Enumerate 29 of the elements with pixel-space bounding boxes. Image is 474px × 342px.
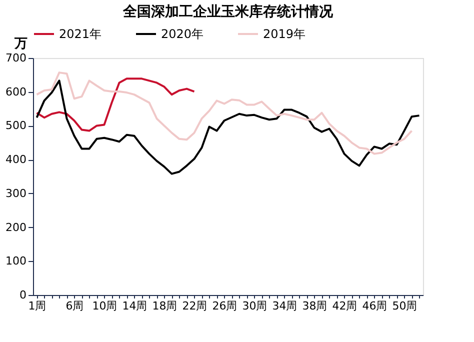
x-tick-label: 50周 [392,300,418,312]
x-tick-label: 34周 [272,300,298,312]
x-tick-label: 18周 [152,300,178,312]
x-tick-label: 22周 [182,300,208,312]
y-tick-label: 0 [20,288,26,302]
x-tick-label: 1周 [28,300,46,312]
x-tick-label: 26周 [212,300,238,312]
y-tick-label: 700 [6,52,26,64]
y-tick-label: 400 [6,153,26,166]
line-series [36,80,420,175]
x-tick-label: 38周 [302,300,328,312]
y-tick-label: 600 [6,85,26,98]
y-tick-label: 100 [6,254,26,268]
line-series [36,72,413,155]
x-tick-label: 30周 [242,300,268,312]
legend-label: 2020年 [161,27,204,41]
x-tick-label: 46周 [362,300,388,312]
line-series [36,78,196,132]
x-tick-label: 42周 [332,300,358,312]
x-tick-label: 10周 [92,300,118,312]
y-tick-label: 200 [6,220,26,234]
y-tick-label: 300 [6,186,26,200]
y-tick-label: 500 [6,119,26,132]
legend-label: 2019年 [263,27,306,41]
y-axis-title: 万 [14,36,28,52]
x-tick-label: 14周 [122,300,148,312]
legend-label: 2021年 [59,27,102,41]
chart-title: 全国深加工企业玉米库存统计情况 [122,3,334,20]
x-tick-label: 6周 [66,300,84,312]
